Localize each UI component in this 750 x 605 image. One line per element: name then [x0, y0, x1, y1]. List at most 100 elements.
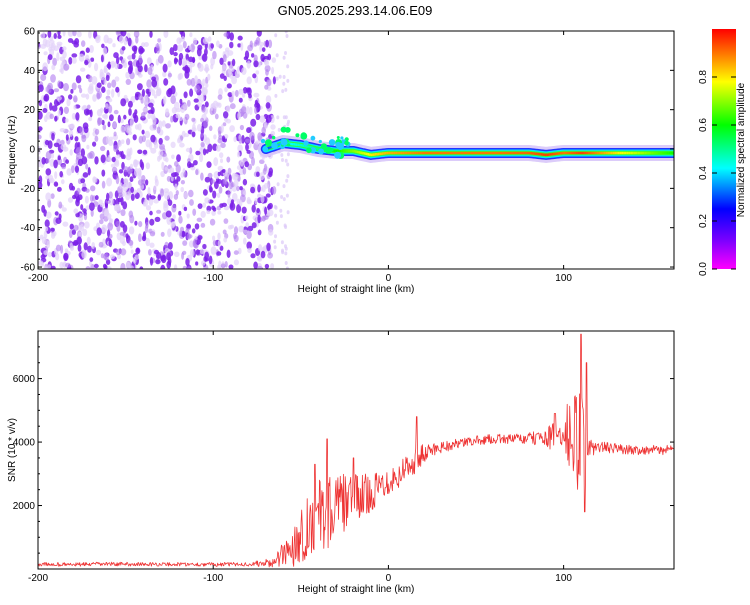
noise-speckle — [228, 68, 233, 75]
noise-speckle — [285, 179, 288, 183]
noise-speckle — [54, 88, 59, 92]
noise-speckle — [192, 127, 197, 132]
noise-speckle — [89, 202, 95, 211]
noise-speckle — [81, 251, 86, 259]
noise-speckle — [266, 193, 271, 197]
noise-speckle — [265, 69, 269, 76]
noise-speckle — [213, 134, 216, 139]
noise-speckle — [58, 110, 61, 116]
noise-speckle — [262, 47, 266, 52]
noise-speckle — [235, 70, 240, 78]
noise-speckle — [100, 146, 105, 151]
noise-speckle — [179, 143, 185, 148]
y-tick-label: 2000 — [13, 501, 36, 512]
noise-speckle — [271, 131, 276, 136]
x-tick-label: 0 — [386, 273, 392, 284]
noise-speckle — [122, 46, 126, 51]
signal-blob — [271, 142, 278, 149]
noise-speckle — [200, 173, 204, 181]
noise-speckle — [79, 126, 83, 135]
noise-speckle — [254, 198, 257, 205]
noise-speckle — [105, 103, 109, 108]
noise-speckle — [130, 187, 134, 193]
noise-speckle — [62, 51, 67, 59]
noise-speckle — [80, 204, 83, 210]
noise-speckle — [229, 180, 233, 189]
noise-speckle — [192, 131, 196, 137]
x-tick-label: -100 — [203, 573, 223, 584]
noise-speckle — [54, 181, 58, 186]
signal-blob — [287, 143, 290, 146]
noise-speckle — [107, 98, 113, 102]
noise-speckle — [240, 125, 244, 130]
signal-blob — [261, 139, 265, 143]
noise-speckle — [266, 243, 270, 252]
noise-speckle — [279, 209, 282, 213]
noise-speckle — [218, 103, 222, 108]
noise-speckle — [265, 264, 269, 269]
noise-speckle — [113, 52, 119, 58]
noise-speckle — [257, 215, 260, 224]
noise-speckle — [41, 205, 45, 213]
noise-speckle — [71, 53, 77, 57]
noise-speckle — [177, 44, 183, 51]
x-tick-label: 100 — [555, 573, 572, 584]
noise-speckle — [257, 132, 262, 141]
noise-speckle — [127, 33, 131, 38]
noise-speckle — [233, 136, 236, 142]
noise-speckle — [283, 184, 286, 188]
noise-speckle — [174, 184, 177, 191]
noise-speckle — [281, 89, 284, 93]
noise-speckle — [237, 152, 240, 158]
noise-speckle — [239, 98, 243, 103]
noise-speckle — [167, 228, 171, 237]
noise-speckle — [243, 167, 247, 175]
noise-speckle — [283, 75, 286, 79]
noise-speckle — [123, 62, 127, 68]
signal-blob — [319, 140, 322, 143]
noise-speckle — [88, 31, 92, 39]
noise-speckle — [255, 100, 258, 105]
noise-speckle — [281, 250, 284, 254]
noise-speckle — [90, 195, 94, 202]
noise-speckle — [187, 233, 191, 239]
noise-speckle — [198, 102, 203, 107]
noise-speckle — [63, 64, 69, 71]
noise-speckle — [129, 215, 134, 224]
noise-speckle — [123, 115, 126, 120]
noise-speckle — [211, 206, 215, 211]
noise-speckle — [209, 185, 212, 193]
noise-speckle — [189, 89, 193, 97]
noise-speckle — [101, 44, 105, 49]
noise-speckle — [150, 231, 155, 236]
noise-speckle — [184, 207, 187, 211]
noise-speckle — [46, 168, 52, 175]
noise-speckle — [146, 89, 150, 94]
noise-speckle — [102, 181, 106, 189]
y-tick-label: 20 — [24, 105, 36, 116]
noise-speckle — [280, 195, 283, 199]
noise-speckle — [135, 67, 138, 75]
noise-speckle — [59, 262, 63, 269]
noise-speckle — [230, 103, 236, 109]
noise-speckle — [223, 237, 227, 242]
noise-speckle — [247, 199, 252, 204]
noise-speckle — [259, 115, 265, 122]
noise-speckle — [217, 211, 221, 215]
x-tick-label: -200 — [28, 273, 48, 284]
noise-speckle — [134, 221, 137, 226]
noise-speckle — [209, 256, 213, 265]
noise-speckle — [82, 105, 87, 110]
noise-speckle — [83, 172, 89, 178]
noise-speckle — [101, 225, 107, 233]
noise-speckle — [186, 148, 191, 152]
noise-speckle — [183, 41, 187, 48]
noise-speckle — [149, 31, 152, 38]
noise-speckle — [150, 135, 155, 143]
noise-speckle — [100, 108, 104, 114]
noise-speckle — [110, 254, 115, 259]
noise-speckle — [114, 110, 119, 114]
noise-speckle — [239, 200, 242, 207]
noise-speckle — [134, 109, 137, 115]
noise-speckle — [115, 87, 119, 93]
